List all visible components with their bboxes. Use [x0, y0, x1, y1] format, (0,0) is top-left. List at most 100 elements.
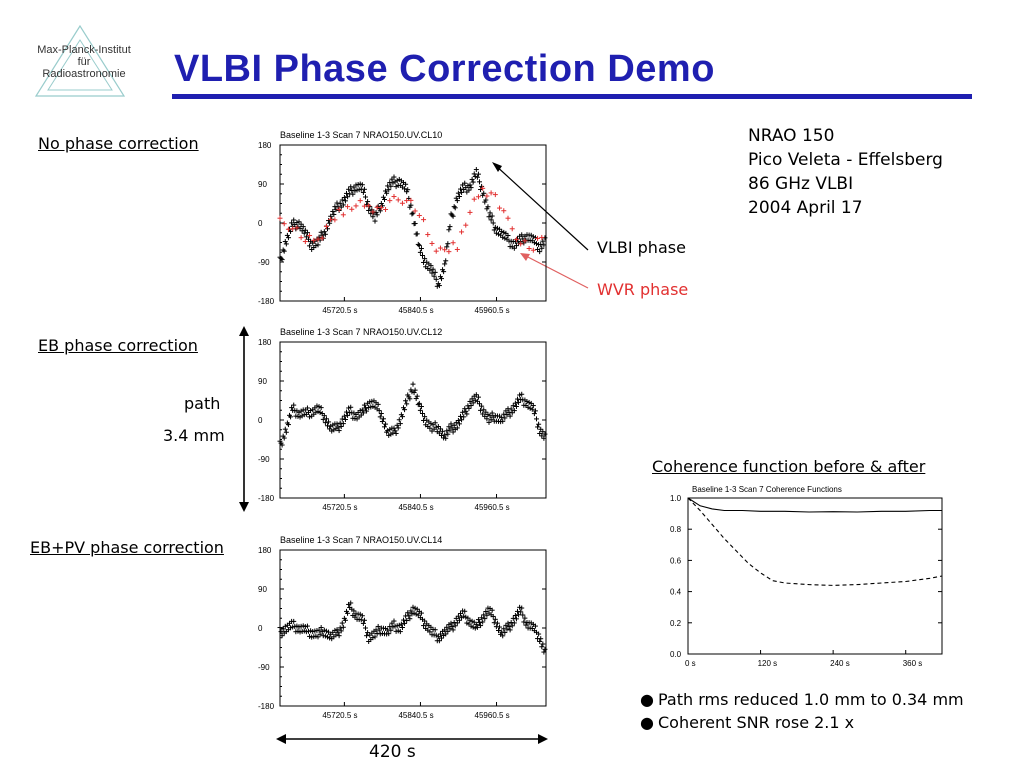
data-point	[427, 629, 433, 635]
data-point	[411, 390, 417, 396]
plot-frame	[279, 341, 547, 499]
data-point	[415, 241, 421, 247]
data-point	[453, 195, 459, 201]
bullet-item: ● Path rms reduced 1.0 mm to 0.34 mm	[640, 688, 964, 711]
data-point	[366, 203, 372, 209]
data-point	[467, 398, 473, 404]
data-point	[430, 266, 436, 272]
x-tick-label: 45960.5 s	[475, 711, 510, 720]
y-tick-label: -180	[258, 702, 275, 711]
x-tick-label: 45720.5 s	[322, 503, 357, 512]
data-point	[466, 187, 472, 193]
data-point	[334, 421, 340, 427]
data-point	[463, 222, 469, 228]
data-point	[468, 403, 474, 409]
logo-line-3: Radioastronomie	[42, 68, 126, 80]
data-point	[340, 212, 346, 218]
data-point	[483, 609, 489, 615]
data-point	[407, 396, 413, 402]
data-point	[279, 257, 285, 263]
data-point	[513, 404, 519, 410]
data-point	[403, 181, 409, 187]
data-point	[513, 243, 519, 249]
data-point	[290, 226, 296, 232]
data-point	[442, 261, 448, 267]
data-point	[291, 402, 297, 408]
data-point	[447, 224, 453, 230]
chart-coherence: Baseline 1-3 Scan 7 Coherence Functions 1…	[670, 485, 943, 668]
data-point	[542, 431, 548, 437]
data-point	[507, 413, 513, 419]
data-point	[278, 255, 284, 261]
vlbi-arrow	[493, 163, 589, 251]
data-point	[284, 232, 290, 238]
data-point	[440, 428, 446, 434]
data-point	[452, 205, 458, 211]
x-tick-label: 45720.5 s	[322, 306, 357, 315]
data-point	[281, 248, 287, 254]
data-point	[338, 628, 344, 634]
data-point	[378, 205, 384, 211]
data-point	[349, 206, 355, 212]
data-point	[425, 232, 431, 238]
data-point	[432, 269, 438, 275]
data-point	[444, 428, 450, 434]
data-point	[377, 208, 383, 214]
data-point	[441, 269, 447, 275]
duration-label: 420 s	[369, 742, 416, 762]
x-tick-label: 45840.5 s	[398, 711, 433, 720]
data-point	[507, 627, 513, 633]
data-point	[422, 618, 428, 624]
data-point	[505, 233, 511, 239]
data-point	[541, 649, 547, 655]
data-point	[455, 417, 461, 423]
data-point	[402, 186, 408, 192]
data-point	[437, 631, 443, 637]
data-point	[469, 396, 475, 402]
data-point	[318, 625, 324, 631]
data-point	[450, 429, 456, 435]
data-point	[353, 203, 359, 209]
data-point	[277, 215, 283, 221]
bullet-dot-icon: ●	[640, 713, 654, 732]
data-point	[539, 245, 545, 251]
data-point	[448, 620, 454, 626]
data-point	[285, 422, 291, 428]
data-point	[459, 189, 465, 195]
data-point	[334, 627, 340, 633]
data-point	[407, 616, 413, 622]
data-point	[462, 406, 468, 412]
data-point	[409, 211, 415, 217]
data-point	[433, 248, 439, 254]
logo-triangle-icon	[34, 24, 126, 97]
y-tick-label: -90	[258, 258, 270, 267]
data-point	[536, 421, 542, 427]
y-tick-label: -180	[258, 494, 275, 503]
data-point	[384, 190, 390, 196]
data-point	[427, 425, 433, 431]
data-point	[421, 217, 427, 223]
data-point	[280, 247, 286, 253]
data-point	[535, 424, 541, 430]
data-point	[281, 435, 287, 441]
data-point	[298, 235, 304, 241]
logo-text: Max-Planck-Institut für Radioastronomie	[34, 44, 134, 80]
data-point	[432, 420, 438, 426]
data-point	[321, 229, 327, 235]
data-point	[444, 244, 450, 250]
data-point	[283, 429, 289, 435]
data-point	[282, 426, 288, 432]
data-point	[289, 220, 295, 226]
data-point	[315, 236, 321, 242]
data-point	[320, 416, 326, 422]
data-point	[391, 618, 397, 624]
data-point	[442, 432, 448, 438]
data-point	[388, 627, 394, 633]
data-point	[372, 218, 378, 224]
data-point	[436, 638, 442, 644]
data-point	[370, 209, 376, 215]
data-point	[350, 191, 356, 197]
y-tick-label: 0.6	[670, 556, 682, 565]
data-point	[487, 413, 493, 419]
data-point	[483, 197, 489, 203]
